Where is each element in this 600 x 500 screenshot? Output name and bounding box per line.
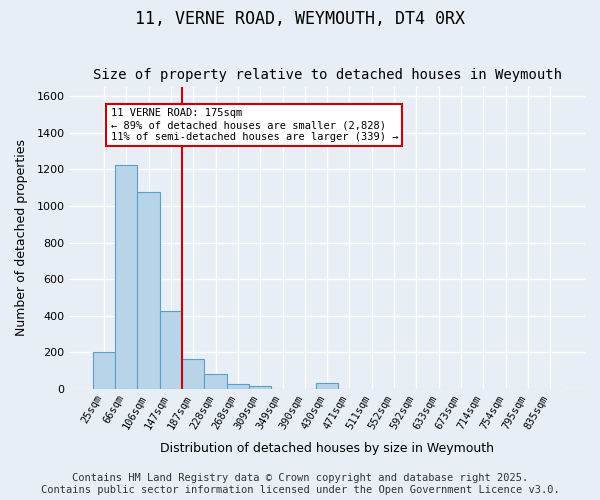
- Bar: [205, 374, 227, 388]
- Bar: [137, 192, 160, 388]
- Text: 11 VERNE ROAD: 175sqm
← 89% of detached houses are smaller (2,828)
11% of semi-d: 11 VERNE ROAD: 175sqm ← 89% of detached …: [110, 108, 398, 142]
- Bar: [160, 311, 182, 388]
- X-axis label: Distribution of detached houses by size in Weymouth: Distribution of detached houses by size …: [160, 442, 494, 455]
- Bar: [115, 165, 137, 388]
- Bar: [182, 360, 205, 388]
- Bar: [249, 386, 271, 388]
- Text: 11, VERNE ROAD, WEYMOUTH, DT4 0RX: 11, VERNE ROAD, WEYMOUTH, DT4 0RX: [135, 10, 465, 28]
- Bar: [93, 352, 115, 389]
- Text: Contains HM Land Registry data © Crown copyright and database right 2025.
Contai: Contains HM Land Registry data © Crown c…: [41, 474, 559, 495]
- Title: Size of property relative to detached houses in Weymouth: Size of property relative to detached ho…: [92, 68, 562, 82]
- Bar: [227, 384, 249, 388]
- Bar: [316, 383, 338, 388]
- Y-axis label: Number of detached properties: Number of detached properties: [15, 140, 28, 336]
